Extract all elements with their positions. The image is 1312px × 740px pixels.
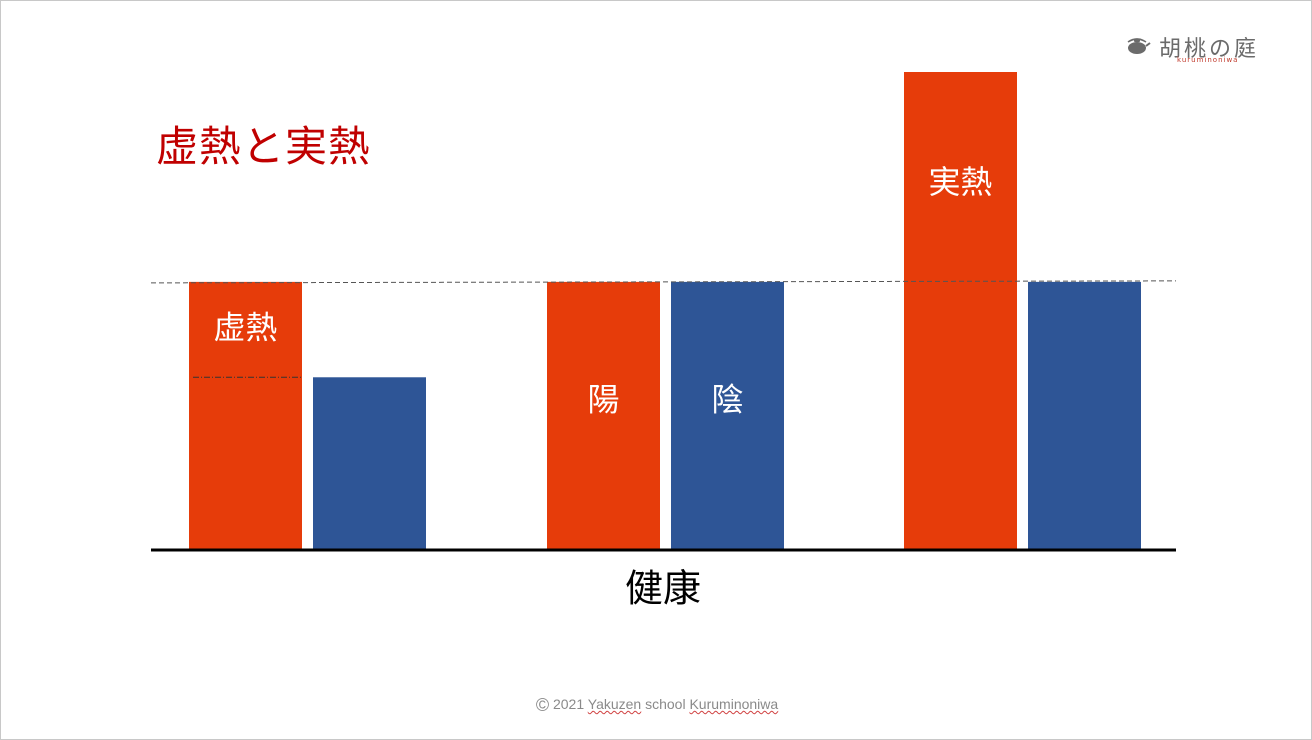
- bar-label-yang-3: 実熱: [928, 163, 992, 201]
- bar-yin-3: [1028, 281, 1141, 549]
- copyright-symbol: ©: [535, 695, 550, 715]
- brand-name: 胡桃の庭: [1159, 37, 1260, 62]
- bar-yin-1: [313, 377, 426, 549]
- bar-label-yang-2: 陽: [587, 380, 619, 418]
- brand-subtitle: kuruminoniwa: [1177, 56, 1239, 64]
- copyright-notice: © 2021 Yakuzen school Kuruminoniwa: [1, 695, 1311, 716]
- bar-label-yin-2: 陰: [711, 380, 743, 418]
- reference-line: [150, 280, 1177, 284]
- bar-yang-2: [547, 281, 660, 549]
- bar-label-yang-1: 虚熱: [213, 309, 277, 347]
- copyright-word-yakuzen: Yakuzen: [587, 696, 642, 712]
- brand-logo: 胡桃の庭 kuruminoniwa: [1125, 31, 1275, 67]
- bar-yang-1: [189, 281, 302, 549]
- copyright-word-kuruminoniwa: Kuruminoniwa: [689, 696, 779, 712]
- slide-title: 虚熱と実熱: [156, 122, 372, 171]
- copyright-word-school: school: [645, 696, 686, 712]
- bar-yin-2: [671, 281, 784, 549]
- teapot-icon: [1127, 38, 1151, 54]
- x-axis-label: 健康: [625, 567, 701, 611]
- bar-yang-3: [904, 72, 1017, 549]
- copyright-year: 2021: [552, 696, 585, 712]
